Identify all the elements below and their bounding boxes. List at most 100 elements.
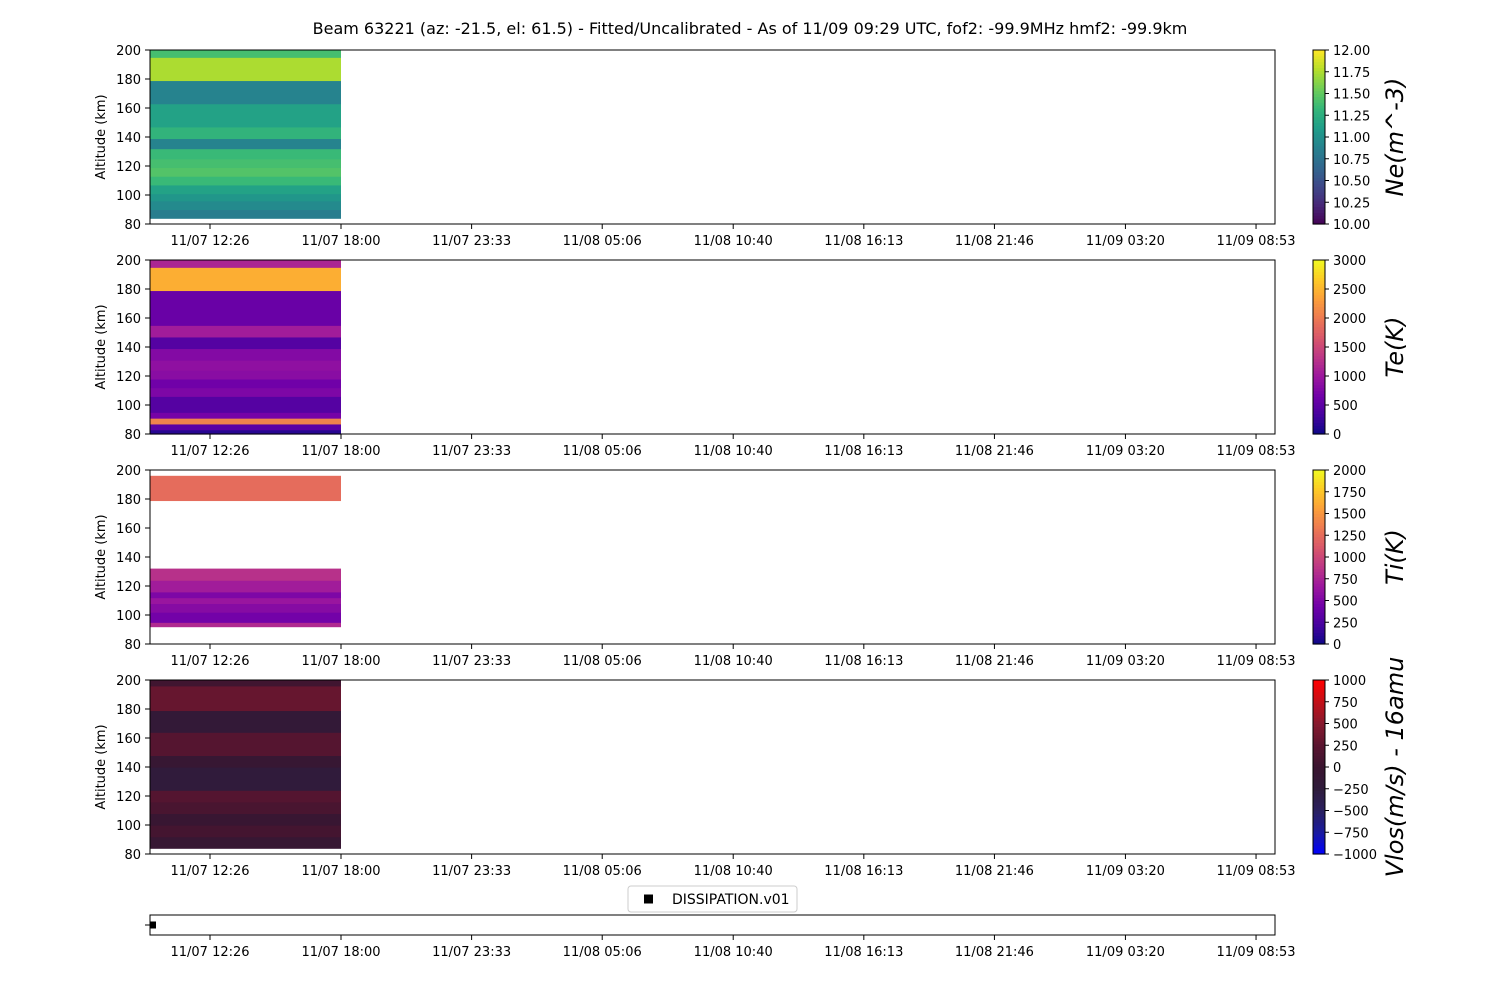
heatmap-band [150,80,341,105]
colorbar-segment [1313,166,1325,170]
colorbar-segment [1313,260,1325,264]
colorbar-segment [1313,200,1325,205]
colorbar-tick-label: 10.75 [1333,153,1370,168]
colorbar-segment [1313,632,1325,636]
y-tick-label: 160 [116,522,141,537]
colorbar-segment [1313,361,1325,365]
colorbar-segment [1313,108,1325,112]
colorbar-segment [1313,816,1325,820]
colorbar-segment [1313,186,1325,190]
colorbar-segment [1313,726,1325,730]
colorbar-segment [1313,796,1325,800]
colorbar-segment [1313,499,1325,503]
y-tick-label: 140 [116,131,141,146]
colorbar-tick-label: 10.00 [1333,218,1370,233]
strip-x-tick-label: 11/08 16:13 [824,945,903,960]
heatmap-band [150,378,341,389]
heatmap-band [150,732,341,756]
colorbar-segment [1313,387,1325,392]
colorbar-segment [1313,338,1325,342]
colorbar-segment [1313,738,1325,742]
colorbar-segment [1313,303,1325,307]
colorbar-segment [1313,769,1325,774]
colorbar-segment [1313,402,1325,406]
colorbar-segment [1313,612,1325,616]
colorbar-segment [1313,568,1325,573]
colorbar-segment [1313,680,1325,684]
colorbar-segment [1313,594,1325,599]
colorbar-segment [1313,163,1325,167]
colorbar-segment [1313,137,1325,141]
panel-3: 80 100 120 140 160 180 200 Altitude (km) 0 250 500… [94,464,1409,653]
colorbar-segment [1313,399,1325,403]
colorbar-tick-label: 12.00 [1333,44,1370,59]
colorbar-segment [1313,192,1325,196]
y-tick-label: 100 [116,189,141,204]
y-tick-label: 180 [116,283,141,298]
legend-marker [644,894,653,904]
colorbar-tick-label: 11.75 [1333,66,1370,81]
colorbar-segment [1313,833,1325,838]
colorbar-segment [1313,367,1325,371]
colorbar-segment [1313,84,1325,89]
panel-4-x-tick-label: 11/07 23:33 [432,864,511,879]
heatmap-band [150,597,341,604]
colorbar-segment [1313,268,1325,273]
strip-x-tick-label: 11/08 10:40 [694,945,773,960]
colorbar-segment [1313,134,1325,138]
colorbar-segment [1313,364,1325,368]
heatmap-band [150,790,341,803]
colorbar-segment [1313,341,1325,345]
heatmap-band [150,176,341,186]
colorbar-segment [1313,519,1325,523]
y-tick-label: 200 [116,464,141,479]
colorbar-segment [1313,542,1325,546]
colorbar-segment [1313,635,1325,639]
colorbar-tick-label: 1250 [1333,529,1366,544]
colorbar-segment [1313,752,1325,756]
colorbar-segment [1313,81,1325,86]
colorbar-segment [1313,113,1325,118]
colorbar-segment [1313,528,1325,532]
panel-1-x-tick-label: 11/09 08:53 [1217,234,1296,249]
colorbar-segment [1313,347,1325,351]
y-tick-label: 180 [116,493,141,508]
colorbar-segment [1313,525,1325,529]
y-axis-label: Altitude (km) [94,304,109,389]
colorbar-segment [1313,157,1325,161]
heatmap-band [150,603,341,613]
y-tick-label: 200 [116,674,141,689]
heatmap-band [150,813,341,826]
heatmap-band [150,50,341,58]
colorbar-tick-label: 2500 [1333,283,1366,298]
colorbar-segment [1313,807,1325,812]
colorbar-segment [1313,615,1325,619]
y-tick-label: 100 [116,609,141,624]
colorbar-tick-label: 1000 [1333,551,1366,566]
panel-2-x-tick-label: 11/08 10:40 [694,444,773,459]
colorbar-segment [1313,588,1325,593]
colorbar-segment [1313,396,1325,400]
colorbar-tick-label: 3000 [1333,254,1366,269]
panel-2-x-tick-label: 11/07 23:33 [432,444,511,459]
colorbar-segment [1313,761,1325,765]
colorbar-1: 10.00 10.25 10.50 10.75 11.00 11.25 11.50 11.75… [1312,44,1409,233]
colorbar-label: Ti(K) [1381,529,1409,585]
colorbar-segment [1313,218,1325,222]
heatmap-band [150,387,341,397]
heatmap-band [150,475,341,502]
colorbar-segment [1313,206,1325,211]
colorbar-segment [1313,493,1325,497]
colorbar-segment [1313,79,1325,83]
colorbar-tick-label: 11.00 [1333,131,1370,146]
colorbar-segment [1313,475,1325,480]
panel-2: 80 100 120 140 160 180 200 Altitude (km) 0 500 100… [94,254,1409,443]
colorbar-segment [1313,355,1325,360]
colorbar-segment [1313,294,1325,299]
colorbar-segment [1313,349,1325,354]
colorbar-segment [1313,827,1325,832]
colorbar-segment [1313,405,1325,409]
colorbar-tick-label: 0 [1333,761,1341,776]
colorbar-segment [1313,381,1325,386]
colorbar-segment [1313,501,1325,506]
